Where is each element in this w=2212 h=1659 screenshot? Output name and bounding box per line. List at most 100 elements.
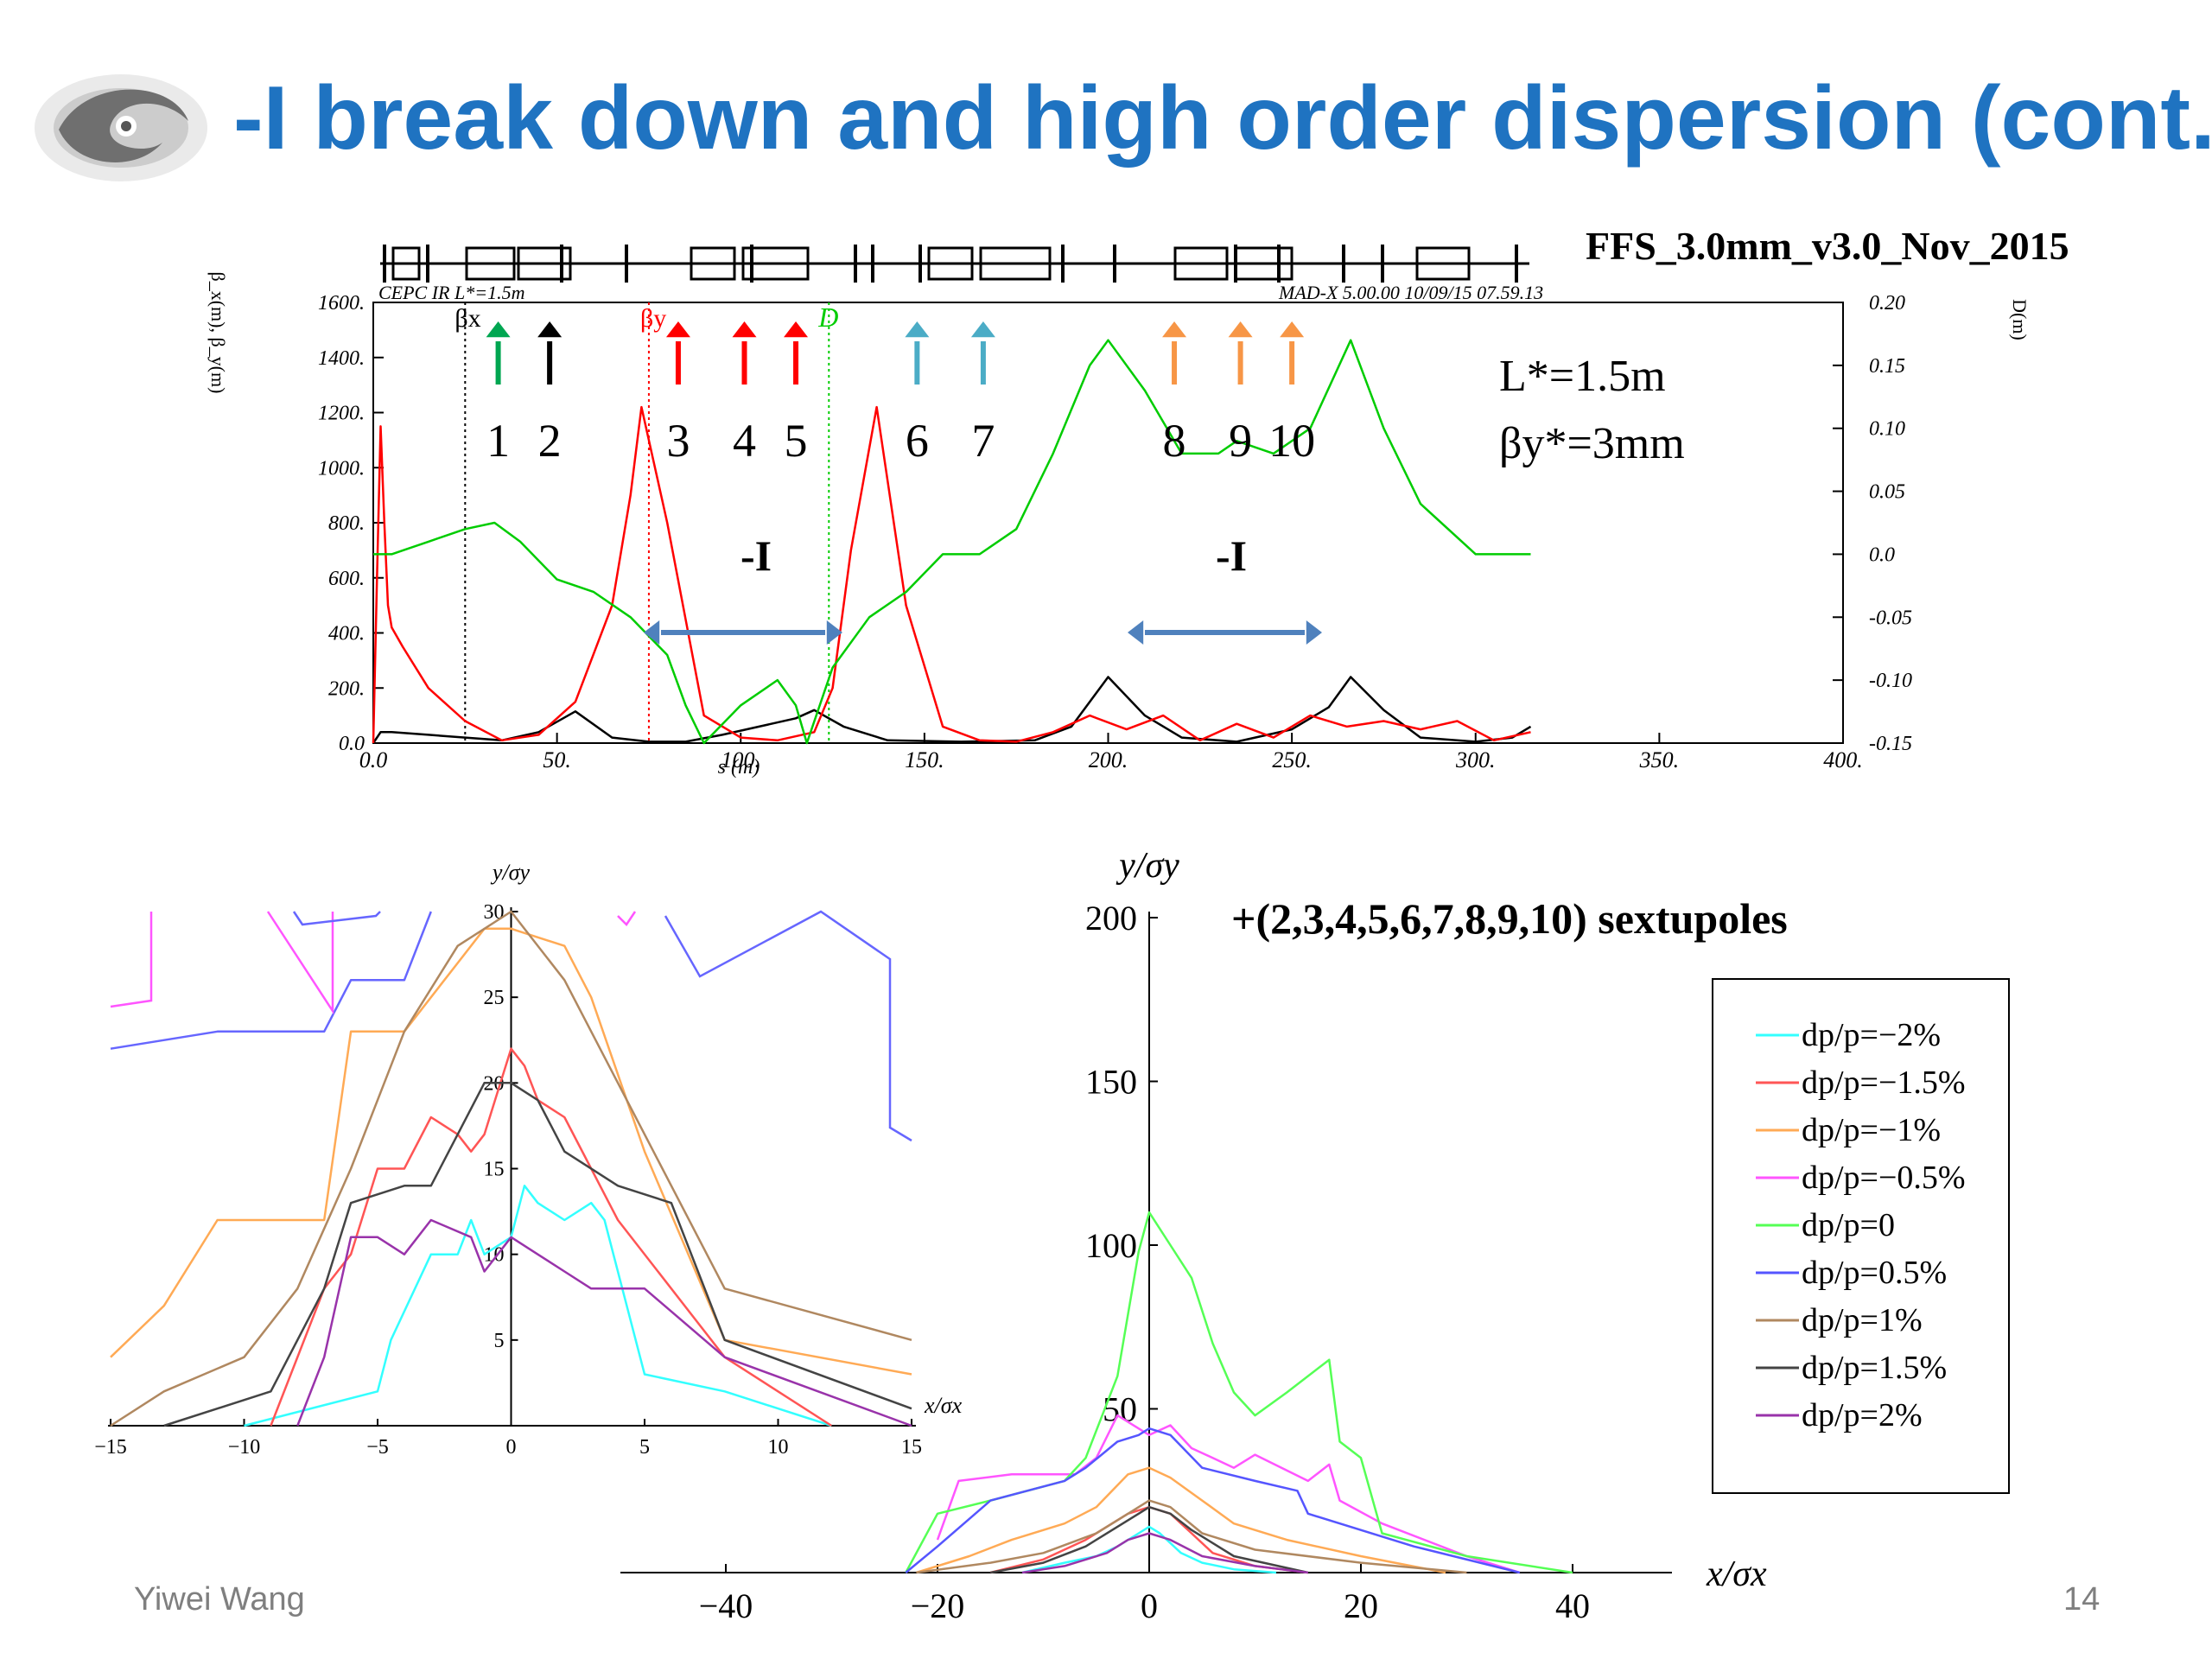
xtick-label: 50. — [543, 747, 571, 772]
ytick-label-right: 0.0 — [1869, 543, 1895, 566]
lstar-label: L*=1.5m — [1499, 352, 1666, 401]
da-series-line — [664, 910, 912, 1142]
x-axis-label: x/σx — [924, 1393, 963, 1418]
neg-identity-arrow-head — [1128, 620, 1144, 645]
xtick-label: 0 — [506, 1436, 517, 1459]
sextupole-label: 10 — [1268, 415, 1315, 467]
sextupole-label: 9 — [1229, 415, 1252, 467]
page-number: 14 — [2063, 1581, 2101, 1618]
da-series-line — [296, 1218, 912, 1427]
xtick-label: 0.0 — [359, 747, 388, 772]
lattice-magnet — [927, 246, 974, 281]
legend-dispersion: D — [817, 302, 838, 333]
ytick-label-right: 0.15 — [1869, 355, 1905, 378]
ihep-logo-icon — [35, 74, 207, 181]
da-series-line — [1021, 1532, 1308, 1574]
lattice-magnet — [741, 246, 810, 281]
sextupole-arrow-head — [486, 321, 511, 338]
xtick-label: −20 — [911, 1586, 965, 1625]
sextupole-arrow-head — [905, 321, 930, 338]
ytick-label-left: 1600. — [318, 292, 365, 315]
neg-identity-arrow-head — [1306, 620, 1322, 645]
sextupole-arrow-head — [732, 321, 757, 338]
sextupole-label: 1 — [486, 415, 510, 467]
da-series-line — [110, 911, 432, 1050]
ytick-label-left: 0.0 — [339, 733, 365, 755]
xtick-label: 100. — [721, 747, 761, 772]
series-dispersion — [373, 339, 1531, 745]
beta-star-label: βy*=3mm — [1499, 419, 1685, 468]
xtick-label: 200. — [1089, 747, 1128, 772]
ytick-label-left: 1000. — [318, 457, 365, 480]
xtick-label: −40 — [699, 1586, 753, 1625]
header-right: MAD-X 5.00.00 10/09/15 07.59.13 — [1278, 282, 1543, 303]
sextupole-label: 2 — [538, 415, 562, 467]
legend-entry: dp/p=−0.5% — [1802, 1160, 1966, 1196]
series-beta-x — [372, 676, 1532, 744]
ytick-label: 25 — [484, 987, 505, 1009]
legend-entry: dp/p=−2% — [1802, 1017, 1941, 1053]
y-axis-label-left: β_x(m), β_y(m) — [207, 272, 229, 394]
xtick-label: −5 — [366, 1436, 389, 1459]
sextupole-annotation: +(2,3,4,5,6,7,8,9,10) sextupoles — [1231, 894, 1788, 943]
da-series-line — [110, 927, 912, 1376]
sextupole-arrow-head — [1162, 321, 1187, 338]
da-series-line — [905, 1211, 1573, 1574]
legend-entry: dp/p=1.5% — [1802, 1350, 1947, 1386]
da-series-line — [905, 1427, 1521, 1574]
xtick-label: 400. — [1823, 747, 1863, 772]
ytick-label: 200 — [1085, 899, 1137, 938]
ytick-label: 100 — [1085, 1226, 1137, 1265]
sextupole-arrow-head — [537, 321, 563, 338]
ytick-label-right: -0.05 — [1869, 607, 1912, 629]
xtick-label: 300. — [1455, 747, 1496, 772]
sextupole-label: 3 — [666, 415, 690, 467]
ytick-label-left: 600. — [328, 568, 365, 590]
ytick-label-right: -0.10 — [1869, 670, 1912, 692]
da-series-line — [617, 911, 637, 926]
xtick-label: 20 — [1344, 1586, 1378, 1625]
da-series-line — [936, 1414, 1521, 1574]
lattice-magnet — [979, 246, 1052, 281]
header-left: CEPC IR L*=1.5m — [378, 282, 524, 303]
ytick-label-left: 1400. — [318, 347, 365, 370]
ytick-label: 5 — [494, 1330, 505, 1352]
da-series-line — [916, 1499, 1467, 1574]
x-axis-label: s (m) — [718, 756, 760, 779]
xtick-label: 0 — [1141, 1586, 1158, 1625]
sextupole-arrow-head — [665, 321, 690, 338]
da-series-line — [916, 1466, 1446, 1574]
legend-entry: dp/p=−1% — [1802, 1112, 1941, 1148]
legend-entry: dp/p=0.5% — [1802, 1255, 1947, 1291]
da-series-line — [244, 1185, 832, 1427]
y-axis-label: y/σy — [490, 860, 531, 885]
legend-entry: dp/p=1% — [1802, 1302, 1923, 1338]
da-series-line — [110, 912, 153, 1008]
ytick-label: 50 — [1103, 1390, 1137, 1429]
neg-identity-arrow-head — [644, 620, 660, 645]
sextupole-arrow-head — [1228, 321, 1253, 338]
ytick-label: 150 — [1085, 1063, 1137, 1102]
legend-entry: dp/p=0 — [1802, 1207, 1895, 1243]
xtick-label: 150. — [905, 747, 944, 772]
series-beta-y — [372, 405, 1531, 744]
da-series-line — [266, 911, 334, 1015]
file-label: FFS_3.0mm_v3.0_Nov_2015 — [1586, 224, 2069, 268]
lattice-magnet — [1415, 246, 1471, 281]
legend-entry: dp/p=−1.5% — [1802, 1065, 1966, 1101]
ytick-label: 30 — [484, 901, 505, 924]
lattice-magnet — [465, 246, 516, 281]
legend-betay: βy — [640, 304, 666, 333]
ytick-label-right: 0.10 — [1869, 418, 1905, 441]
y-axis-label-right: D(m) — [2009, 299, 2031, 340]
sextupole-label: 6 — [906, 415, 929, 467]
ytick-label-left: 1200. — [318, 403, 365, 425]
bottom-left-series — [110, 910, 912, 1427]
da-series-line — [110, 910, 912, 1427]
lattice-magnet — [391, 246, 421, 281]
ytick-label-left: 800. — [328, 512, 365, 535]
neg-identity-label: -I — [1216, 531, 1247, 580]
